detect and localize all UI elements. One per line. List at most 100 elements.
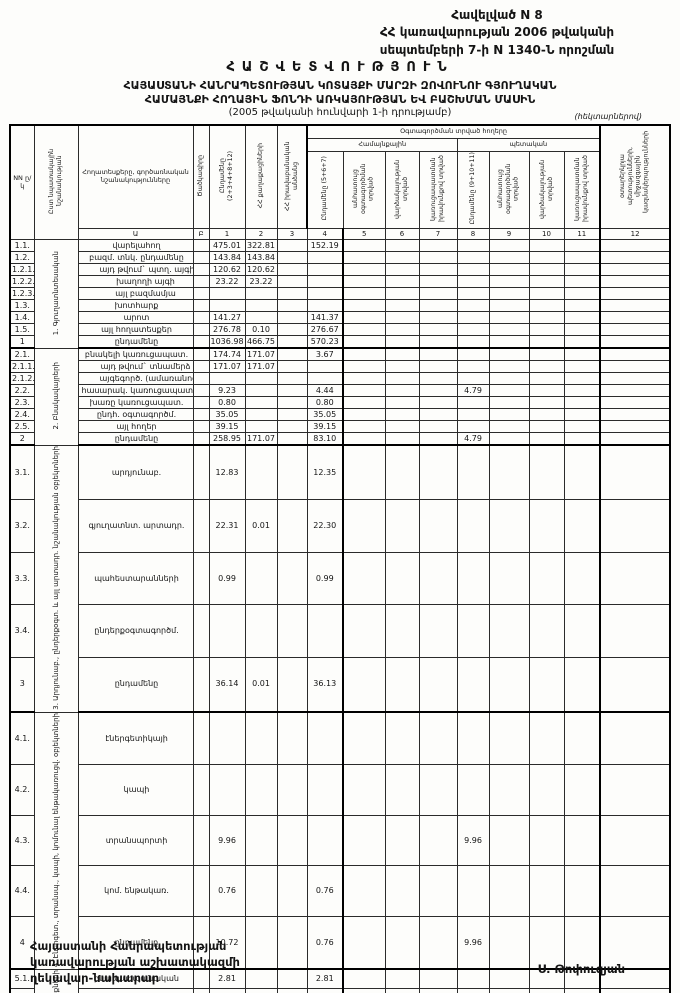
value-cell-col-5	[342, 360, 386, 374]
col-header-purpose: Ըստ նպատակային նշանակության	[33, 124, 79, 241]
value-cell-col-10	[528, 865, 565, 918]
value-cell-col-11	[563, 239, 601, 253]
value-cell-col-4: 83.10	[306, 432, 344, 447]
value-cell-col-12	[599, 239, 671, 253]
value-cell-col-7	[418, 335, 458, 350]
row-label: ընդամենը	[77, 656, 194, 714]
table-row: 1 ընդամենը 1036.98 466.75 570.23	[9, 335, 671, 350]
page-subtitle-1: ՀԱՅԱՍՏԱՆԻ ՀԱՆՐԱՊԵՏՈՒԹՅԱՆ ԿՈՏԱՅՔԻ ՄԱՐԶԻ Զ…	[123, 79, 557, 92]
value-cell-col-4	[306, 814, 344, 867]
col-header-citizens: ՀՀ քաղաքացիների	[244, 124, 278, 230]
row-number: 1	[9, 335, 35, 350]
value-cell-col-9	[488, 384, 530, 398]
row-label: ընդամենը	[77, 335, 194, 350]
value-cell-col-2	[244, 420, 278, 434]
value-cell-col-11	[563, 551, 601, 606]
row-label: այլ հողեր	[77, 420, 194, 434]
value-cell-col-10	[528, 311, 565, 325]
value-cell-col-2	[244, 711, 278, 766]
value-cell-col-9	[488, 916, 530, 971]
table-row: 2.1. 2. Բնակավայրերի բնակելի կառուցապատ. 17…	[9, 347, 671, 446]
table-row: 2.1.1. այդ թվում` տնամերձ 171.07 171.07	[9, 360, 671, 374]
value-cell-col-7	[418, 499, 458, 553]
table-row: 1.3. խոտհարք	[9, 299, 671, 313]
value-cell-col-6	[384, 420, 420, 434]
value-cell-col-3	[276, 420, 308, 434]
value-cell-col-9	[488, 299, 530, 313]
value-cell-col-1: 120.62	[208, 263, 246, 277]
value-cell-col-8	[456, 287, 490, 301]
code-cell	[192, 711, 210, 766]
value-cell-col-9	[488, 239, 530, 253]
value-cell-col-12	[599, 311, 671, 325]
col-header-communal-development-text: կառուցապատման իրավունքով տրված	[430, 155, 445, 222]
code-cell	[192, 444, 210, 501]
value-cell-col-6	[384, 499, 420, 553]
value-cell-col-11	[563, 263, 601, 277]
value-cell-col-9	[488, 764, 530, 816]
value-cell-col-12	[599, 814, 671, 867]
value-cell-col-10	[528, 814, 565, 867]
value-cell-col-4: 39.15	[306, 420, 344, 434]
value-cell-col-4: 276.67	[306, 323, 344, 337]
value-cell-col-12	[599, 287, 671, 301]
col-header-landtypes: Հողատեսքերը, գործառնական նշանակություննե…	[77, 124, 194, 230]
value-cell-col-11	[563, 287, 601, 301]
col-header-legal-entities-text: ՀՀ իրավաբանական անձանց	[283, 140, 299, 211]
value-cell-col-7	[418, 604, 458, 658]
value-cell-col-6	[384, 347, 420, 362]
section-label: 2. Բնակավայրերի	[51, 362, 60, 430]
row-label: պահեստարանների	[77, 551, 194, 606]
row-label: այդ թվում` պտղ. այգի	[77, 263, 194, 277]
row-number: 3.4.	[9, 604, 35, 658]
value-cell-col-11	[563, 347, 601, 362]
value-cell-col-4	[306, 764, 344, 816]
value-cell-col-3	[276, 372, 308, 386]
column-number: 8	[456, 228, 490, 241]
value-cell-col-4: 12.35	[306, 444, 344, 501]
value-cell-col-1: 174.74	[208, 347, 246, 362]
column-number: 5	[342, 228, 386, 241]
value-cell-col-10	[528, 656, 565, 714]
col-header-communal-lease-text: վարձակալության տրված	[394, 158, 409, 219]
row-label: արոտ	[77, 311, 194, 325]
page-subtitle-2: ՀԱՄԱՅՆՔԻ ՀՈՂԱՅԻՆ ՖՈՆԴԻ ԱՌԿԱՅՈՒԹՅԱՆ ԵՎ ԲԱ…	[144, 93, 536, 106]
value-cell-col-10	[528, 420, 565, 434]
value-cell-col-7	[418, 444, 458, 501]
table-row: 1.4. արոտ 141.27 141.37	[9, 311, 671, 325]
value-cell-col-8	[456, 360, 490, 374]
value-cell-col-12	[599, 384, 671, 398]
table-row: 1.2.2. խաղողի այգի 23.22 23.22	[9, 275, 671, 289]
value-cell-col-1	[208, 604, 246, 658]
value-cell-col-8	[456, 372, 490, 386]
value-cell-col-12	[599, 711, 671, 766]
row-number: 2.3.	[9, 396, 35, 410]
table-body: 1.1. 1. Գյուղատնտեսական վարելահող 475.01 322…	[9, 239, 671, 993]
row-label: վարելահող	[77, 239, 194, 253]
value-cell-col-8: 4.79	[456, 384, 490, 398]
value-cell-col-1: 35.05	[208, 408, 246, 422]
column-number: Ա	[77, 228, 194, 241]
table-row: 4 ընդամենը 10.72 0.76 9.96	[9, 916, 671, 971]
row-label: խոտհարք	[77, 299, 194, 313]
row-number: 4.1.	[9, 711, 35, 766]
value-cell-col-4	[306, 604, 344, 658]
signatory-block: Հայաստանի Հանրապետության կառավարության ա…	[30, 938, 240, 986]
value-cell-col-7	[418, 987, 458, 993]
signatory-line-1: Հայաստանի Հանրապետության	[30, 939, 227, 953]
value-cell-col-12	[599, 372, 671, 386]
value-cell-col-6	[384, 444, 420, 501]
value-cell-col-12	[599, 408, 671, 422]
value-cell-col-8	[456, 444, 490, 501]
code-cell	[192, 335, 210, 350]
value-cell-col-8	[456, 968, 490, 989]
value-cell-col-10	[528, 287, 565, 301]
value-cell-col-10	[528, 275, 565, 289]
row-number: 2.1.2.	[9, 372, 35, 386]
column-number: 2	[244, 228, 278, 241]
value-cell-col-11	[563, 335, 601, 350]
row-label: գյուղատնտ. արտադր.	[77, 499, 194, 553]
col-header-state-lease-text: վարձակալության տրված	[538, 158, 554, 219]
value-cell-col-12	[599, 420, 671, 434]
row-label: հասարակ. կառուցապատ.	[77, 384, 194, 398]
